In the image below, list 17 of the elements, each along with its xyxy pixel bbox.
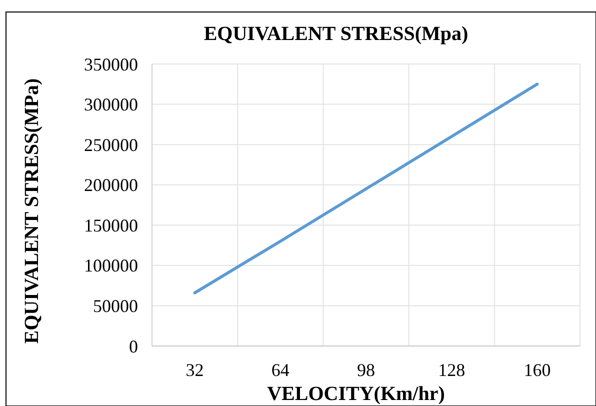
y-axis-title: EQUIVALENT STRESS(MPa) [21, 78, 43, 344]
x-tick-label: 128 [438, 360, 466, 380]
x-tick-label: 160 [524, 360, 551, 380]
x-tick-label: 98 [357, 360, 375, 380]
chart-title: EQUIVALENT STRESS(Mpa) [204, 23, 468, 45]
y-tick-label: 200000 [84, 175, 138, 196]
line-series [193, 82, 539, 294]
y-tick-label: 150000 [84, 215, 138, 236]
x-axis-title: VELOCITY(Km/hr) [267, 383, 445, 405]
y-tick-label: 0 [129, 336, 138, 356]
y-tick-label: 50000 [93, 296, 138, 316]
y-tick-label: 350000 [84, 54, 138, 74]
y-tick-label: 300000 [84, 94, 138, 115]
y-tick-label: 250000 [84, 134, 138, 155]
x-tick-label: 32 [186, 360, 204, 380]
y-tick-label: 100000 [84, 256, 138, 276]
x-tick-label: 64 [271, 360, 290, 380]
